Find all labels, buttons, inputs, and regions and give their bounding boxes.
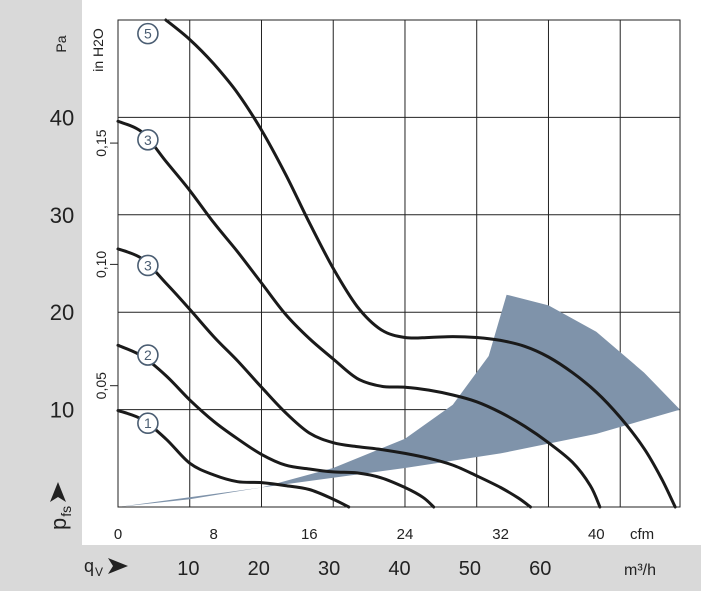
curve-1 [116, 409, 351, 509]
m3h-unit-label: m³/h [624, 562, 656, 579]
inh2o-tick: 0,05 [93, 372, 109, 399]
m3h-tick-labels: 10 20 30 40 50 60 [177, 558, 551, 580]
operating-region [118, 294, 680, 507]
cfm-tick: 16 [301, 526, 318, 543]
inh2o-unit-label: in H2O [90, 28, 106, 72]
curve-marker-2: 2 [137, 344, 159, 366]
pa-tick: 20 [50, 300, 74, 325]
cfm-tick: 8 [209, 526, 217, 543]
inh2o-tick: 0,10 [93, 251, 109, 278]
svg-text:pfs: pfs [46, 506, 74, 530]
svg-text:5: 5 [144, 26, 152, 42]
curve-marker-1: 1 [137, 412, 159, 435]
x-axis-symbol: qV [84, 556, 103, 579]
y-axis-symbol: pfs [46, 506, 74, 530]
pa-tick: 40 [50, 105, 74, 130]
curve-5 [164, 18, 677, 509]
svg-text:2: 2 [144, 347, 152, 363]
pa-tick-labels: 10 20 30 40 [50, 105, 74, 422]
curve-3 [116, 247, 532, 509]
bottom-axis-band [0, 545, 701, 591]
curve-lines [116, 18, 677, 509]
m3h-tick: 60 [529, 558, 551, 580]
cfm-tick: 32 [492, 526, 509, 543]
pa-unit-label: Pa [53, 35, 69, 52]
m3h-tick: 10 [177, 558, 199, 580]
plot-frame [117, 19, 681, 508]
y-axis-arrow-icon [50, 482, 66, 502]
left-axis-band [0, 0, 82, 545]
svg-text:1: 1 [144, 415, 152, 431]
m3h-tick: 30 [318, 558, 340, 580]
pa-tick: 10 [50, 398, 74, 423]
inh2o-tick-labels: 0,05 0,10 0,15 [93, 129, 118, 399]
inh2o-tick: 0,15 [93, 129, 109, 156]
m3h-tick: 20 [248, 558, 270, 580]
x-symbol: q [84, 556, 94, 576]
pa-tick: 30 [50, 203, 74, 228]
svg-text:3: 3 [144, 132, 152, 148]
curve-marker-5: 5 [137, 22, 159, 45]
curve-2 [116, 343, 436, 509]
curve-marker-3: 3 [137, 254, 159, 277]
curve-4 [116, 119, 602, 509]
y-symbol-sub: fs [58, 506, 74, 517]
curve-markers: 1 2 3 3 5 [137, 22, 159, 435]
cfm-tick-labels: 0 8 16 24 32 40 [114, 526, 605, 543]
x-axis-arrow-icon [108, 558, 128, 574]
cfm-tick: 0 [114, 526, 122, 543]
y-symbol: p [46, 518, 71, 530]
m3h-tick: 50 [459, 558, 481, 580]
cfm-unit-label: cfm [630, 526, 654, 543]
m3h-tick: 40 [388, 558, 410, 580]
grid-lines [118, 20, 680, 507]
cfm-tick: 40 [588, 526, 605, 543]
x-symbol-sub: V [95, 565, 103, 579]
svg-text:3: 3 [144, 257, 152, 273]
cfm-tick: 24 [397, 526, 414, 543]
curve-marker-4: 3 [137, 129, 159, 151]
inh2o-unit-text: in H2O [90, 28, 106, 72]
